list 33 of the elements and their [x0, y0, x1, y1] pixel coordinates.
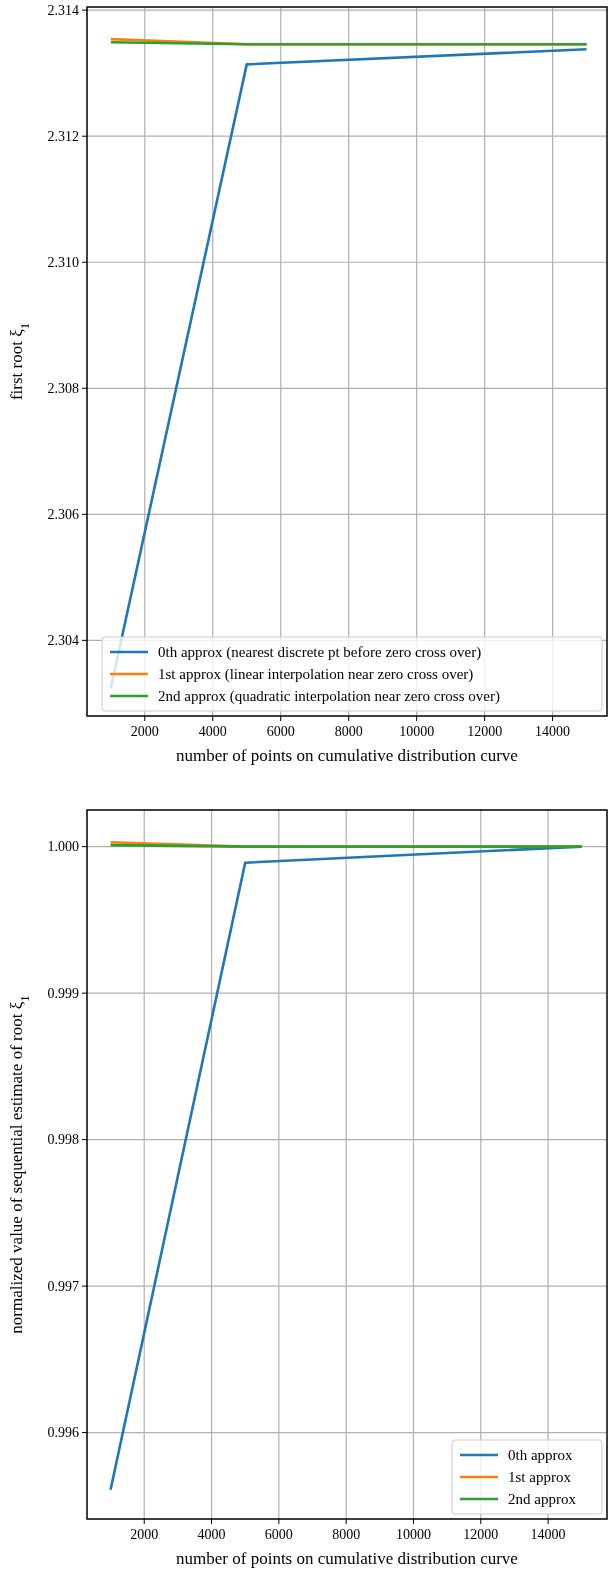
legend-label: 1st approx (linear interpolation near zero cross over): [158, 666, 474, 683]
y-tick-label: 2.310: [47, 254, 79, 270]
y-tick-label: 2.314: [47, 2, 79, 18]
x-tick-label: 12000: [463, 1527, 499, 1542]
legend-label: 0th approx (nearest discrete pt before zero cross over): [158, 644, 482, 661]
x-tick-label: 12000: [467, 724, 503, 739]
y-tick-label: 2.308: [47, 380, 79, 396]
x-tick-label: 4000: [197, 1527, 226, 1542]
x-tick-label: 8000: [334, 724, 363, 739]
legend-label: 1st approx: [508, 1469, 572, 1485]
y-tick-label: 0.999: [47, 985, 79, 1001]
y-tick-label: 2.306: [47, 506, 79, 522]
x-tick-label: 14000: [535, 724, 571, 739]
x-tick-label: 2000: [130, 1527, 159, 1542]
x-tick-label: 6000: [264, 1527, 293, 1542]
x-tick-label: 10000: [399, 724, 435, 739]
x-axis-title: number of points on cumulative distribution curve: [176, 746, 518, 765]
x-axis-title: number of points on cumulative distribution curve: [176, 1549, 518, 1568]
x-tick-label: 6000: [266, 724, 295, 739]
y-tick-label: 1.000: [47, 839, 79, 855]
x-tick-label: 10000: [395, 1527, 431, 1542]
y-tick-label: 0.996: [47, 1425, 79, 1441]
legend-label: 2nd approx: [508, 1491, 577, 1507]
y-tick-label: 2.304: [47, 632, 79, 648]
x-tick-label: 8000: [332, 1527, 361, 1542]
y-tick-label: 2.312: [47, 128, 79, 144]
y-tick-label: 0.998: [47, 1132, 79, 1148]
y-tick-label: 0.997: [47, 1278, 79, 1294]
x-tick-label: 4000: [198, 724, 227, 739]
legend-label: 0th approx: [508, 1447, 574, 1463]
legend-label: 2nd approx (quadratic interpolation near zero cross over): [158, 688, 500, 705]
x-tick-label: 14000: [530, 1527, 566, 1542]
x-tick-label: 2000: [130, 724, 159, 739]
